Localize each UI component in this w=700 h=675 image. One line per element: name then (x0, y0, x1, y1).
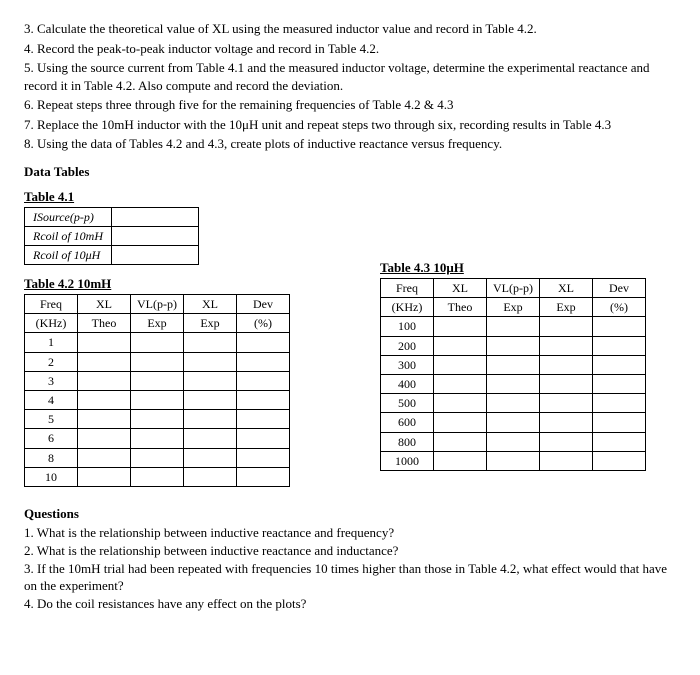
table-row: 4 (25, 390, 290, 409)
t42-header-row-1: Freq XL VL(p-p) XL Dev (25, 295, 290, 314)
table-row: ISource(p-p) (25, 207, 199, 226)
step-3: 3. Calculate the theoretical value of XL… (24, 20, 676, 38)
question-1: 1. What is the relationship between indu… (24, 524, 676, 542)
data-tables-heading: Data Tables (24, 163, 676, 181)
t42-h-dev: Dev (237, 295, 290, 314)
table-row: 400 (381, 374, 646, 393)
table-row: 600 (381, 413, 646, 432)
t41-cell (112, 227, 199, 246)
question-4: 4. Do the coil resistances have any effe… (24, 595, 676, 613)
t43-freq: 800 (381, 432, 434, 451)
t42-freq: 8 (25, 448, 78, 467)
t42-freq: 1 (25, 333, 78, 352)
t43-h-xlt2: Theo (434, 298, 487, 317)
t41-label: Rcoil of 10mH (25, 227, 112, 246)
t43-h-vlpp: VL(p-p) (487, 279, 540, 298)
table-row: 2 (25, 352, 290, 371)
table-row: 1 (25, 333, 290, 352)
t42-h-freq: Freq (25, 295, 78, 314)
step-4: 4. Record the peak-to-peak inductor volt… (24, 40, 676, 58)
table-row: 6 (25, 429, 290, 448)
t43-h-xlt: XL (434, 279, 487, 298)
table-row: 5 (25, 410, 290, 429)
t42-freq: 10 (25, 467, 78, 486)
table-4-2: Freq XL VL(p-p) XL Dev (KHz) Theo Exp Ex… (24, 294, 290, 487)
table-4-3-title: Table 4.3 10μH (380, 259, 646, 277)
t41-cell (112, 246, 199, 265)
t42-freq: 5 (25, 410, 78, 429)
t43-h-xle: XL (540, 279, 593, 298)
t43-freq: 400 (381, 374, 434, 393)
table-4-2-title: Table 4.2 10mH (24, 275, 290, 293)
t43-freq: 500 (381, 394, 434, 413)
t41-label: ISource(p-p) (25, 207, 112, 226)
t42-h-xlt2: Theo (78, 314, 131, 333)
t42-h-freq2: (KHz) (25, 314, 78, 333)
table-row: 10 (25, 467, 290, 486)
step-8: 8. Using the data of Tables 4.2 and 4.3,… (24, 135, 676, 153)
table-row: 3 (25, 371, 290, 390)
t42-header-row-2: (KHz) Theo Exp Exp (%) (25, 314, 290, 333)
t43-h-xle2: Exp (540, 298, 593, 317)
t42-h-xle2: Exp (184, 314, 237, 333)
t42-freq: 4 (25, 390, 78, 409)
table-row: 200 (381, 336, 646, 355)
t43-freq: 300 (381, 355, 434, 374)
table-4-3: Freq XL VL(p-p) XL Dev (KHz) Theo Exp Ex… (380, 278, 646, 471)
t43-h-vlpp2: Exp (487, 298, 540, 317)
table-row: 8 (25, 448, 290, 467)
t41-cell (112, 207, 199, 226)
step-7: 7. Replace the 10mH inductor with the 10… (24, 116, 676, 134)
table-row: 500 (381, 394, 646, 413)
t42-h-vlpp2: Exp (131, 314, 184, 333)
table-row: 1000 (381, 451, 646, 470)
t43-freq: 200 (381, 336, 434, 355)
step-5: 5. Using the source current from Table 4… (24, 59, 676, 94)
t42-h-dev2: (%) (237, 314, 290, 333)
table-row: 100 (381, 317, 646, 336)
t43-h-freq: Freq (381, 279, 434, 298)
question-3: 3. If the 10mH trial had been repeated w… (24, 560, 676, 595)
table-row: Rcoil of 10μH (25, 246, 199, 265)
t42-h-xle: XL (184, 295, 237, 314)
question-2: 2. What is the relationship between indu… (24, 542, 676, 560)
table-4-1: ISource(p-p) Rcoil of 10mH Rcoil of 10μH (24, 207, 199, 266)
table-row: Rcoil of 10mH (25, 227, 199, 246)
t43-freq: 100 (381, 317, 434, 336)
t43-h-dev: Dev (593, 279, 646, 298)
t43-header-row-2: (KHz) Theo Exp Exp (%) (381, 298, 646, 317)
t41-label: Rcoil of 10μH (25, 246, 112, 265)
t42-freq: 6 (25, 429, 78, 448)
t43-h-freq2: (KHz) (381, 298, 434, 317)
t42-freq: 2 (25, 352, 78, 371)
t43-freq: 600 (381, 413, 434, 432)
t43-h-dev2: (%) (593, 298, 646, 317)
questions-heading: Questions (24, 505, 676, 523)
t42-h-vlpp: VL(p-p) (131, 295, 184, 314)
t42-h-xlt: XL (78, 295, 131, 314)
step-6: 6. Repeat steps three through five for t… (24, 96, 676, 114)
t43-freq: 1000 (381, 451, 434, 470)
table-4-1-title: Table 4.1 (24, 188, 676, 206)
t43-header-row-1: Freq XL VL(p-p) XL Dev (381, 279, 646, 298)
table-row: 800 (381, 432, 646, 451)
t42-freq: 3 (25, 371, 78, 390)
table-row: 300 (381, 355, 646, 374)
